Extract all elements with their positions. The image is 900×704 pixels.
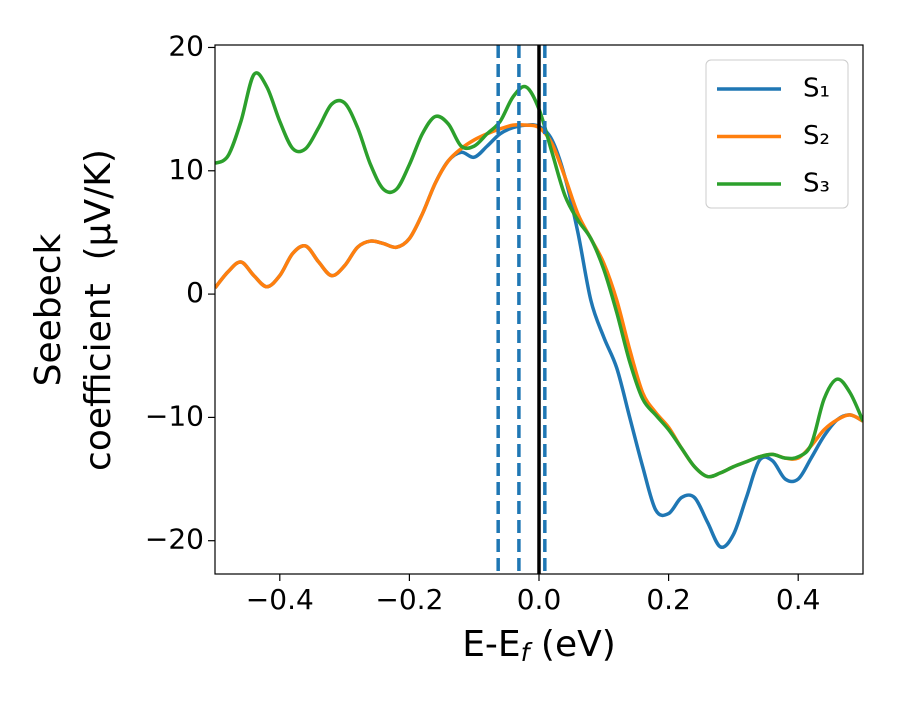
y-tick-label: −10 bbox=[145, 399, 204, 432]
legend-label: S₃ bbox=[803, 169, 830, 199]
legend-box bbox=[705, 59, 849, 209]
x-tick-label: 0.4 bbox=[776, 583, 821, 616]
legend-label: S₂ bbox=[803, 121, 830, 151]
y-tick-label: 10 bbox=[168, 153, 204, 186]
legend-label: S₁ bbox=[803, 74, 830, 104]
x-tick-label: 0.2 bbox=[646, 583, 691, 616]
x-tick-label: −0.4 bbox=[246, 583, 314, 616]
y-tick-label: 20 bbox=[168, 29, 204, 62]
y-tick-label: 0 bbox=[186, 276, 204, 309]
x-tick-label: 0.0 bbox=[517, 583, 562, 616]
plot-frame bbox=[214, 44, 864, 575]
y-tick-label: −20 bbox=[145, 523, 204, 556]
x-axis-label-part: E-E bbox=[462, 624, 520, 665]
x-axis-label-part: (eV) bbox=[529, 624, 615, 665]
y-axis-label: Seebeck bbox=[28, 233, 69, 386]
y-axis-label: coefficient (μV/K) bbox=[78, 149, 119, 471]
x-axis-label: E-Ef (eV) bbox=[462, 624, 616, 667]
x-tick-label: −0.2 bbox=[375, 583, 443, 616]
